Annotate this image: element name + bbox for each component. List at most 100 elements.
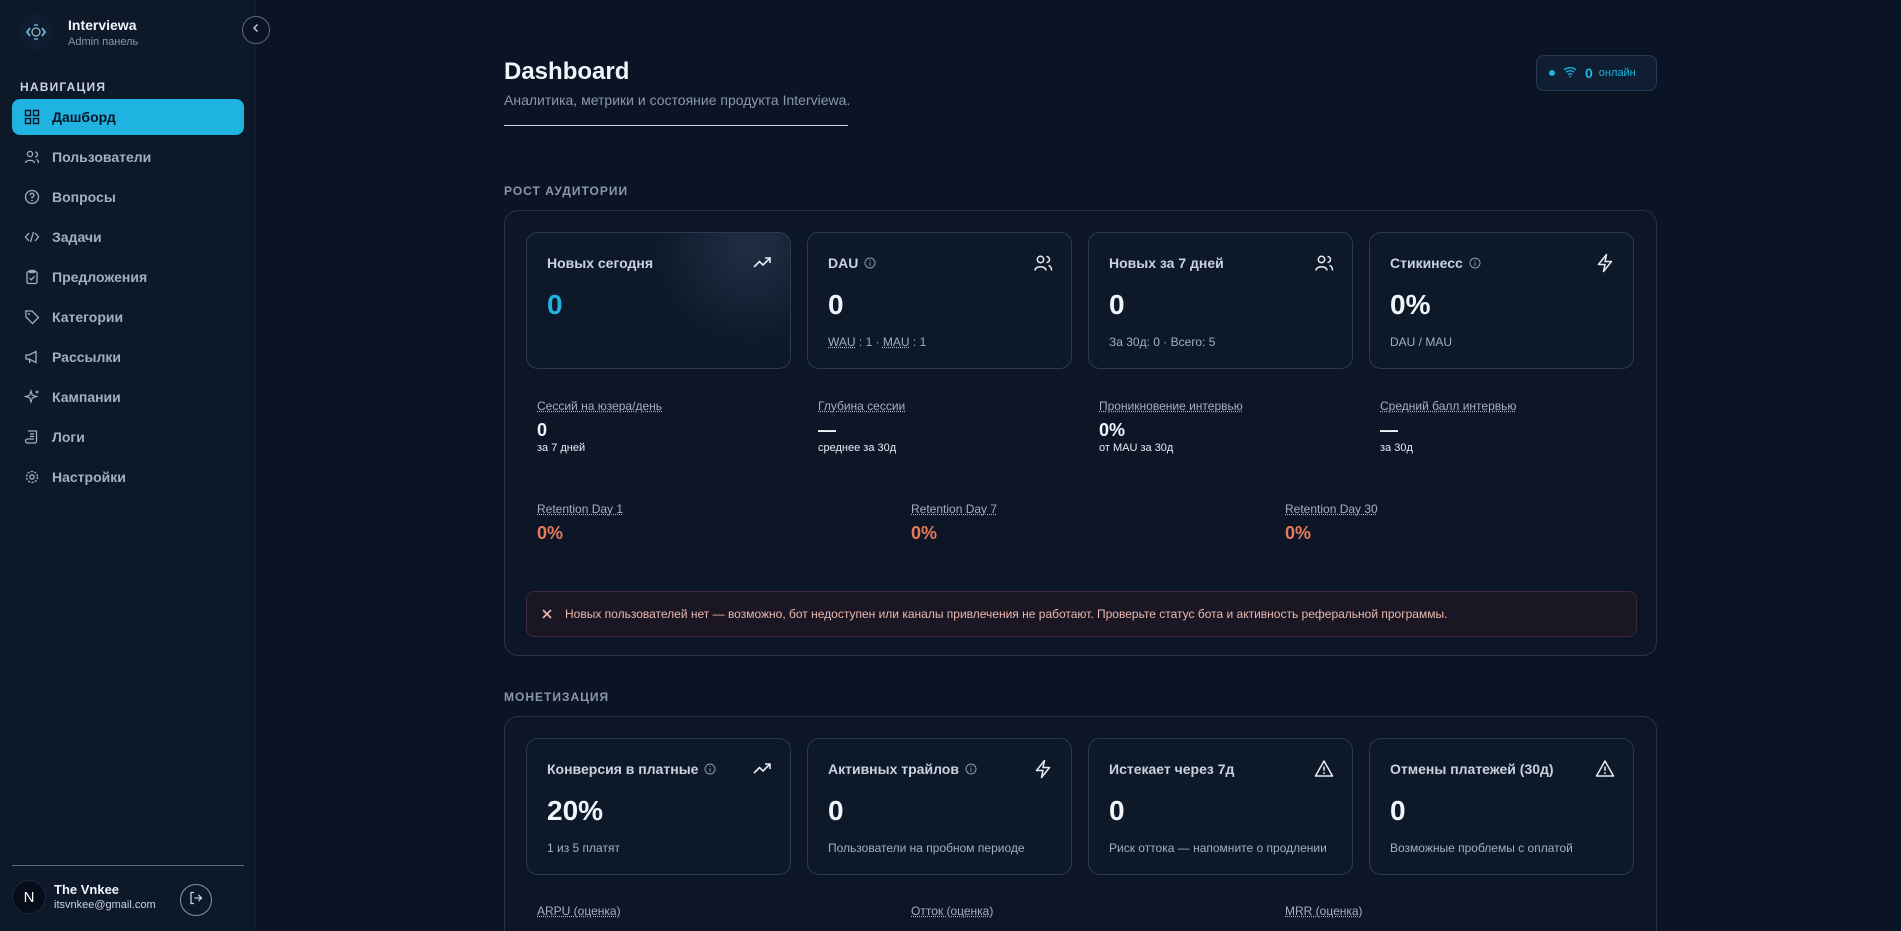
- metric-label[interactable]: Средний балл интервью: [1380, 399, 1516, 413]
- card-value: 20%: [547, 795, 603, 827]
- card-value: 0: [828, 795, 844, 827]
- online-count: 0: [1585, 65, 1593, 81]
- metric-value: 0%: [911, 522, 997, 544]
- card-subtitle: Возможные проблемы с оплатой: [1390, 841, 1573, 855]
- clipboard-icon: [24, 269, 40, 285]
- sidebar-item-categories[interactable]: Категории: [12, 299, 244, 335]
- sparkles-icon: [24, 389, 40, 405]
- card-title-dau: DAU: [828, 255, 876, 271]
- metric-session-depth: Глубина сессии — среднее за 30д: [818, 399, 905, 454]
- sidebar-item-dashboard[interactable]: Дашборд: [12, 99, 244, 135]
- metric-subtitle: среднее за 30д: [818, 442, 905, 454]
- brand-subtitle: Admin панель: [68, 35, 138, 50]
- avatar: N: [12, 880, 46, 914]
- metric-value: 0: [537, 419, 662, 441]
- metric-label[interactable]: Retention Day 30: [1285, 502, 1378, 516]
- metric-value: —: [818, 419, 905, 441]
- card-title: Новых за 7 дней: [1109, 255, 1224, 271]
- nav-title: НАВИГАЦИЯ: [20, 80, 106, 94]
- sidebar-item-logs[interactable]: Логи: [12, 419, 244, 455]
- metric-arpu: ARPU (оценка): [537, 904, 621, 918]
- card-title: Истекает через 7д: [1109, 761, 1234, 777]
- sidebar-item-label: Категории: [52, 309, 123, 325]
- card-title: Стикинесс: [1390, 255, 1463, 271]
- sidebar-item-mailings[interactable]: Рассылки: [12, 339, 244, 375]
- collapse-sidebar-button[interactable]: [242, 16, 270, 44]
- user-profile[interactable]: N The Vnkee itsvnkee@gmail.com: [12, 880, 156, 914]
- card-value: 0: [828, 289, 844, 321]
- card-title: Активных трайлов: [828, 761, 959, 777]
- trending-up-icon: [752, 759, 772, 784]
- chevron-left-icon: [250, 21, 262, 39]
- stat-card-new-7d: Новых за 7 дней 0 За 30д: 0 · Всего: 5: [1088, 232, 1353, 369]
- stat-card-new-today: Новых сегодня 0: [526, 232, 791, 369]
- user-name: The Vnkee: [54, 881, 156, 898]
- online-badge: 0 онлайн: [1536, 55, 1657, 91]
- stat-card-conversion: Конверсия в платные 20% 1 из 5 платят: [526, 738, 791, 875]
- metric-avg-interview-score: Средний балл интервью — за 30д: [1380, 399, 1516, 454]
- metric-label[interactable]: Сессий на юзера/день: [537, 399, 662, 413]
- title-divider: [504, 125, 848, 126]
- sidebar: Interviewa Admin панель НАВИГАЦИЯ Дашбор…: [0, 0, 256, 931]
- metric-value: 0%: [1099, 419, 1243, 441]
- page-subtitle: Аналитика, метрики и состояние продукта …: [504, 92, 850, 108]
- metric-label[interactable]: Проникновение интервью: [1099, 399, 1243, 413]
- page-title: Dashboard: [504, 58, 629, 86]
- megaphone-icon: [24, 349, 40, 365]
- sidebar-item-label: Задачи: [52, 229, 102, 245]
- card-value: 0: [1390, 795, 1406, 827]
- sidebar-item-label: Логи: [52, 429, 85, 445]
- zap-icon: [1033, 759, 1053, 784]
- sidebar-divider: [12, 865, 244, 866]
- sidebar-item-questions[interactable]: Вопросы: [12, 179, 244, 215]
- metric-value: 0%: [1285, 522, 1378, 544]
- sidebar-item-offers[interactable]: Предложения: [12, 259, 244, 295]
- card-title-stickiness: Стикинесс: [1390, 255, 1481, 271]
- metric-label[interactable]: Retention Day 1: [537, 502, 623, 516]
- stat-card-payment-cancels: Отмены платежей (30д) 0 Возможные пробле…: [1369, 738, 1634, 875]
- brand[interactable]: Interviewa Admin панель: [18, 14, 138, 50]
- brand-name: Interviewa: [68, 15, 138, 35]
- info-icon[interactable]: [1469, 257, 1481, 269]
- alert-triangle-icon: [1595, 759, 1615, 784]
- metric-label[interactable]: Retention Day 7: [911, 502, 997, 516]
- info-icon[interactable]: [704, 763, 716, 775]
- sidebar-item-users[interactable]: Пользователи: [12, 139, 244, 175]
- sidebar-item-label: Кампании: [52, 389, 121, 405]
- status-dot: [1549, 70, 1555, 76]
- card-subtitle: WAU : 1 · MAU : 1: [828, 335, 926, 349]
- sidebar-item-campaigns[interactable]: Кампании: [12, 379, 244, 415]
- help-circle-icon: [24, 189, 40, 205]
- metric-label[interactable]: Отток (оценка): [911, 904, 993, 918]
- grid-icon: [24, 109, 40, 125]
- metric-interview-penetration: Проникновение интервью 0% от MAU за 30д: [1099, 399, 1243, 454]
- alert-text: Новых пользователей нет — возможно, бот …: [565, 607, 1447, 621]
- metric-label[interactable]: MRR (оценка): [1285, 904, 1363, 918]
- wau-value: : 1 ·: [856, 335, 883, 349]
- info-icon[interactable]: [965, 763, 977, 775]
- stat-card-active-trials: Активных трайлов 0 Пользователи на пробн…: [807, 738, 1072, 875]
- sidebar-item-settings[interactable]: Настройки: [12, 459, 244, 495]
- mau-label: MAU: [883, 335, 910, 349]
- stat-card-expiring-7d: Истекает через 7д 0 Риск оттока — напомн…: [1088, 738, 1353, 875]
- logout-button[interactable]: [180, 884, 212, 916]
- metric-subtitle: за 7 дней: [537, 442, 662, 454]
- card-title: Отмены платежей (30д): [1390, 761, 1554, 777]
- gear-icon: [24, 469, 40, 485]
- sidebar-item-tasks[interactable]: Задачи: [12, 219, 244, 255]
- info-icon[interactable]: [864, 257, 876, 269]
- nav-list: Дашборд Пользователи Вопросы Задачи Пред…: [12, 99, 244, 499]
- card-value: 0: [1109, 795, 1125, 827]
- tag-icon: [24, 309, 40, 325]
- user-email: itsvnkee@gmail.com: [54, 898, 156, 913]
- monetization-panel: Конверсия в платные 20% 1 из 5 платят Ак…: [504, 716, 1657, 931]
- metric-value: —: [1380, 419, 1516, 441]
- sidebar-item-label: Дашборд: [52, 109, 116, 125]
- metric-label[interactable]: Глубина сессии: [818, 399, 905, 413]
- section-label-audience: РОСТ АУДИТОРИИ: [504, 184, 628, 198]
- metric-retention-d30: Retention Day 30 0%: [1285, 502, 1378, 544]
- zap-icon: [1595, 253, 1615, 278]
- stat-card-stickiness: Стикинесс 0% DAU / MAU: [1369, 232, 1634, 369]
- metric-label[interactable]: ARPU (оценка): [537, 904, 621, 918]
- card-value: 0%: [1390, 289, 1430, 321]
